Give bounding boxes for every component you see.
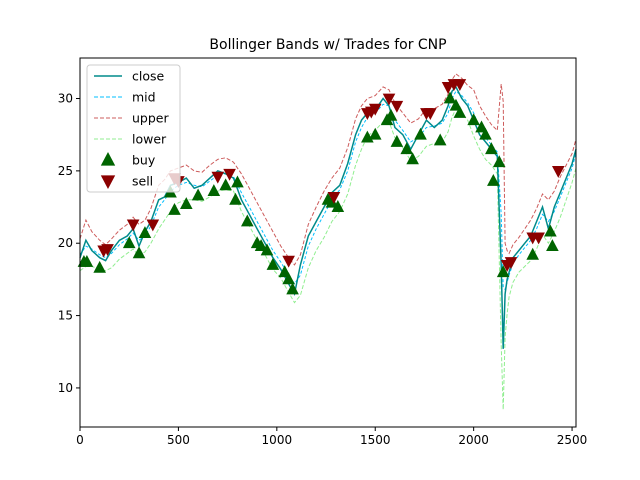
buy-marker [138,226,152,238]
buy-marker [93,260,106,273]
buy-marker [433,133,447,146]
y-tick-label: 25 [58,164,73,178]
buy-marker [122,236,136,249]
plot-area [77,73,577,410]
buy-marker [207,184,221,197]
legend-item-buy: buy [100,152,156,168]
y-axis: 10 15 20 25 30 [58,92,80,395]
y-tick-label: 10 [58,381,73,395]
x-axis: 0 500 1000 1500 2000 2500 [76,427,587,447]
sell-marker [368,103,382,116]
buy-marker [231,175,244,188]
buy-marker [443,91,457,104]
buy-marker [331,200,345,212]
buy-marker [487,174,500,186]
sell-marker [504,257,518,270]
buy-marker [260,243,274,256]
buy-marker [453,105,467,118]
buy-marker [229,192,242,205]
buy-marker [286,282,299,295]
legend-label: mid [132,90,156,105]
buy-marker [406,152,419,165]
buy-marker [191,188,205,201]
lower-line [79,107,577,410]
sell-marker [327,192,341,204]
buy-marker [368,127,382,140]
axes-frame [79,57,577,428]
buy-marker [384,108,398,121]
sell-marker [453,79,467,92]
close-line [79,85,577,349]
buy-marker [414,127,427,140]
buy-marker [479,127,492,140]
sell-marker [551,165,565,178]
buy-marker [132,246,146,259]
legend-item-lower: lower [94,132,167,147]
legend-item-upper: upper [94,111,169,126]
x-tick-label: 500 [167,433,190,447]
chart-title: Bollinger Bands w/ Trades for CNP [209,37,446,53]
buy-marker [467,113,480,126]
x-tick-label: 2000 [458,433,489,447]
sell-marker [282,255,295,268]
buy-marker [526,247,539,260]
x-tick-label: 0 [76,433,84,447]
buy-marker [219,178,232,191]
sell-marker [532,232,545,245]
legend-label: upper [132,111,169,126]
legend-item-mid: mid [94,90,156,105]
buy-marker [241,214,254,227]
sell-marker [424,108,437,120]
buy-marker [492,155,506,168]
buy-marker [254,239,268,252]
buy-marker [546,239,559,252]
sell-marker [146,219,160,232]
y-tick-label: 20 [58,236,73,250]
legend-label: buy [132,153,156,168]
buy-marker [80,255,94,267]
buy-marker [179,197,193,210]
buy-marker [485,142,498,155]
sell-marker [390,100,404,113]
y-tick-label: 30 [58,92,73,106]
sell-marker [101,244,114,257]
sell-marker [223,168,236,181]
legend-swatch [100,175,116,189]
legend-label: sell [132,174,153,189]
x-tick-label: 1000 [262,433,293,447]
buy-marker [325,195,339,208]
buy-marker [266,257,280,270]
sell-marker [126,219,140,232]
mid-line [79,90,577,291]
buy-marker [282,272,295,285]
x-tick-label: 1500 [360,433,391,447]
legend-label: lower [132,132,167,147]
buy-marker [390,134,404,147]
legend-item-close: close [94,69,165,84]
legend: close mid upper lower buy sell [86,64,181,193]
sell-marker [211,171,225,184]
legend-swatch [100,152,116,166]
x-tick-label: 2500 [557,433,588,447]
buy-marker [496,265,510,278]
y-tick-label: 15 [58,309,73,323]
sell-marker [382,93,396,106]
buy-marker [544,224,557,237]
legend-item-sell: sell [100,174,153,189]
buy-marker [168,202,181,215]
buy-marker [400,142,414,155]
legend-label: close [132,69,165,84]
